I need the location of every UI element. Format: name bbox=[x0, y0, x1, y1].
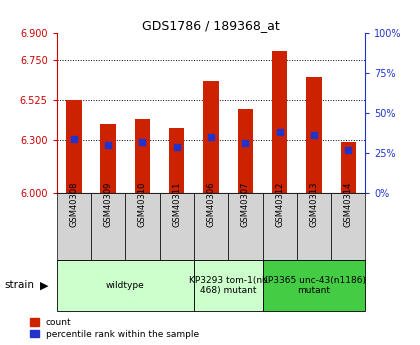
Bar bbox=[341, 142, 356, 193]
Text: KP3293 tom-1(nu
468) mutant: KP3293 tom-1(nu 468) mutant bbox=[189, 276, 268, 295]
Bar bbox=[306, 77, 322, 193]
Bar bbox=[238, 109, 253, 193]
Text: GSM40308: GSM40308 bbox=[69, 181, 79, 227]
Bar bbox=[203, 81, 219, 193]
Legend: count, percentile rank within the sample: count, percentile rank within the sample bbox=[30, 318, 199, 339]
Text: GSM40313: GSM40313 bbox=[310, 181, 318, 227]
Bar bbox=[66, 100, 81, 193]
Bar bbox=[135, 119, 150, 193]
Bar bbox=[169, 128, 184, 193]
Text: GSM40311: GSM40311 bbox=[172, 181, 181, 227]
Title: GDS1786 / 189368_at: GDS1786 / 189368_at bbox=[142, 19, 280, 32]
Text: KP3365 unc-43(n1186)
mutant: KP3365 unc-43(n1186) mutant bbox=[262, 276, 366, 295]
Text: GSM40314: GSM40314 bbox=[344, 181, 353, 227]
Text: GSM40309: GSM40309 bbox=[104, 181, 113, 227]
Text: wildtype: wildtype bbox=[106, 281, 144, 290]
Text: strain: strain bbox=[4, 280, 34, 290]
Text: ▶: ▶ bbox=[40, 280, 48, 290]
Text: GSM40310: GSM40310 bbox=[138, 181, 147, 227]
Bar bbox=[100, 124, 116, 193]
Text: GSM40307: GSM40307 bbox=[241, 181, 250, 227]
Bar bbox=[272, 51, 287, 193]
Text: GSM40306: GSM40306 bbox=[207, 181, 215, 227]
Text: GSM40312: GSM40312 bbox=[275, 181, 284, 227]
